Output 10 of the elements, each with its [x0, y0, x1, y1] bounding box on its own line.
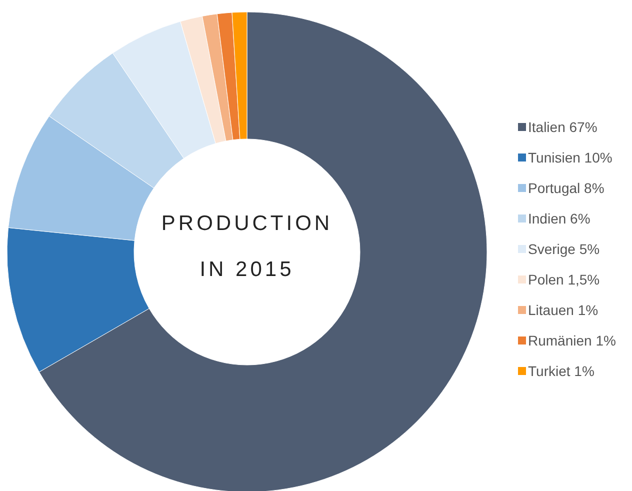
legend-label: Litauen 1% — [528, 302, 598, 318]
legend-label: Turkiet 1% — [528, 363, 594, 379]
legend-label: Indien 6% — [528, 210, 590, 226]
legend-label: Rumänien 1% — [528, 332, 616, 348]
legend-label: Polen 1,5% — [528, 272, 600, 288]
text: PRODUCTION IN 2015 — [161, 212, 333, 281]
legend-label: Tunisien 10% — [528, 150, 612, 166]
legend-label: Italien 67% — [528, 119, 598, 135]
legend-label: Sverige 5% — [528, 241, 600, 257]
legend-label: Portugal 8% — [528, 180, 604, 196]
